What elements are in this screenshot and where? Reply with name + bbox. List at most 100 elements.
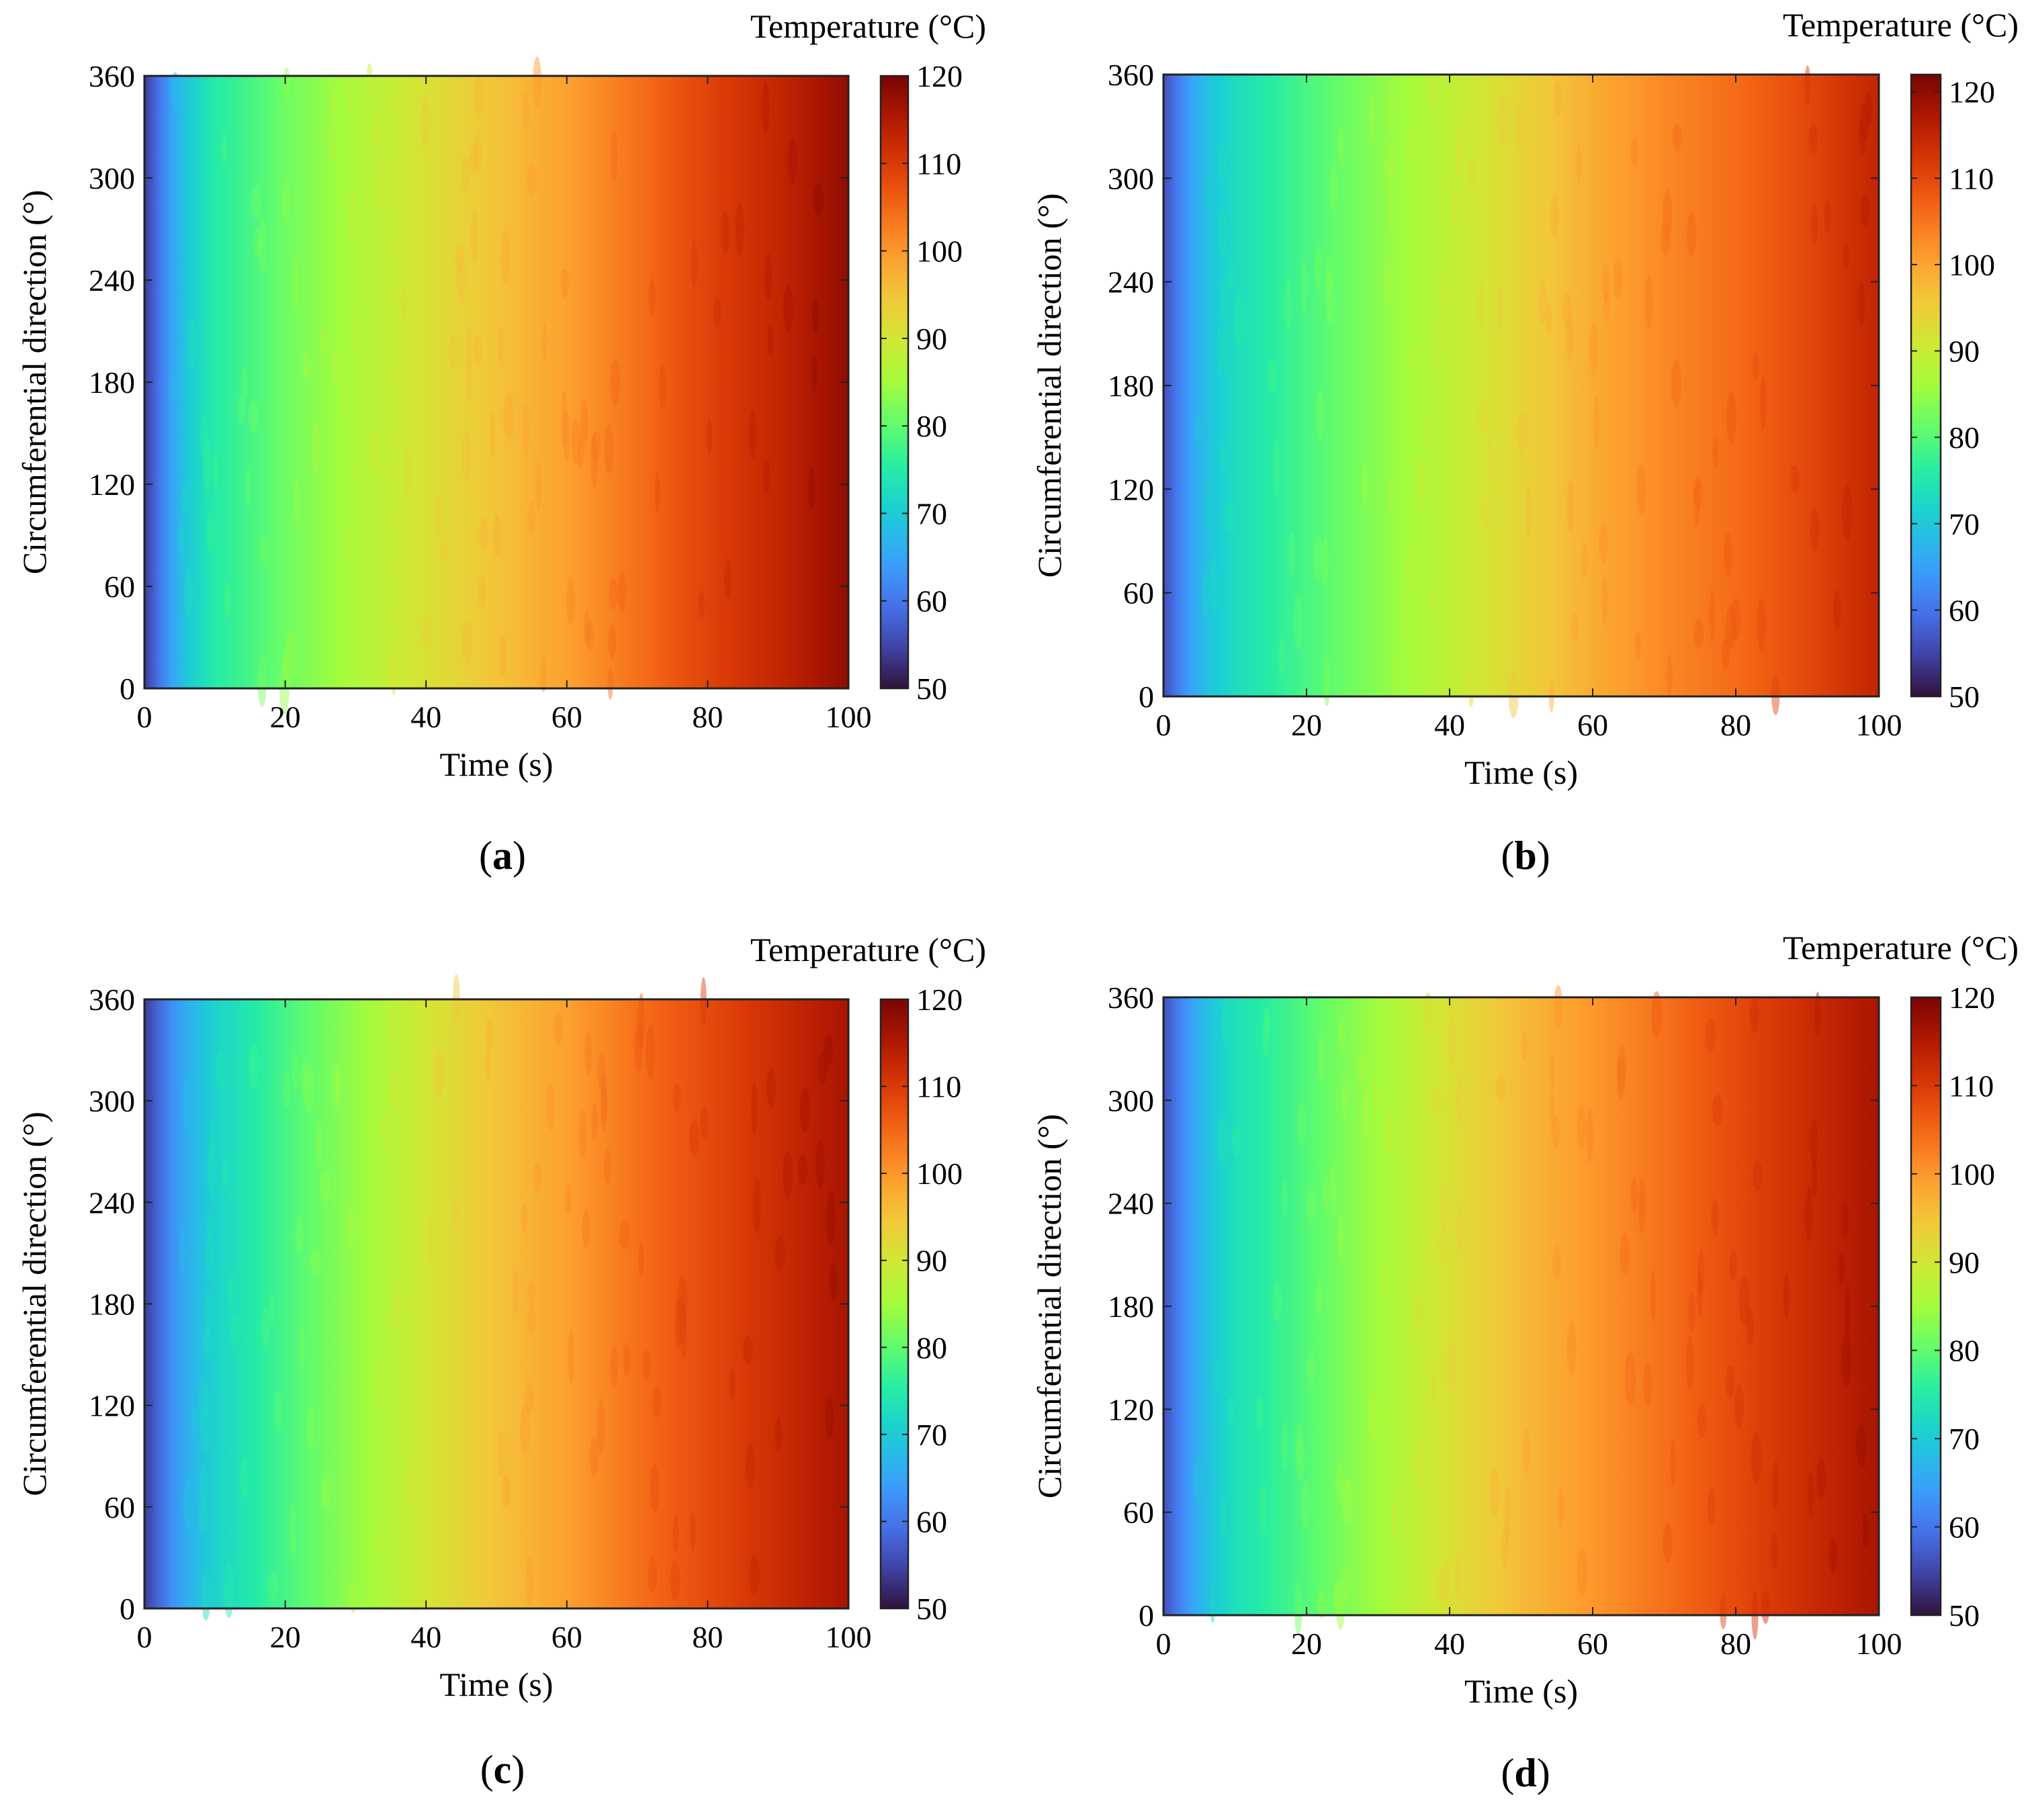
- y-tick-label: 360: [89, 59, 135, 93]
- contour-streak: [1391, 658, 1399, 687]
- contour-streak: [200, 1405, 210, 1454]
- contour-streak: [1297, 1101, 1306, 1147]
- contour-streak: [1232, 1124, 1241, 1156]
- contour-streak: [1720, 1592, 1727, 1630]
- y-tick-label: 180: [89, 365, 135, 400]
- contour-streak: [706, 419, 713, 453]
- contour-streak: [224, 582, 230, 619]
- contour-streak: [1670, 1439, 1676, 1487]
- contour-streak: [181, 484, 190, 513]
- contour-streak: [1808, 124, 1818, 154]
- contour-streak: [187, 319, 197, 367]
- contour-streak: [1586, 1108, 1593, 1163]
- contour-streak: [1601, 263, 1610, 302]
- contour-streak: [257, 217, 267, 273]
- contour-streak: [1812, 1158, 1818, 1197]
- contour-streak: [198, 1380, 206, 1431]
- contour-streak: [1456, 1206, 1464, 1254]
- contour-streak: [513, 1271, 519, 1314]
- contour-streak: [541, 322, 548, 361]
- contour-streak: [813, 182, 824, 216]
- contour-streak: [568, 1329, 575, 1385]
- contour-streak: [169, 376, 177, 404]
- panel-label-letter: d: [1514, 1751, 1536, 1795]
- contour-streak: [1224, 500, 1235, 534]
- contour-streak: [1855, 1422, 1867, 1467]
- panel-label: (d): [1501, 1751, 1550, 1795]
- contour-streak: [1634, 631, 1641, 659]
- contour-streak: [257, 654, 267, 707]
- contour-streak: [637, 993, 645, 1048]
- contour-streak: [582, 1209, 590, 1248]
- contour-streak: [377, 1528, 384, 1557]
- contour-streak: [1218, 144, 1225, 183]
- contour-streak: [736, 201, 744, 256]
- contour-streak: [290, 1504, 297, 1555]
- y-axis-title: Circumferential direction (°): [15, 190, 53, 575]
- contour-streak: [1194, 416, 1202, 445]
- contour-streak: [240, 1456, 249, 1500]
- y-tick-label: 240: [1108, 1187, 1154, 1221]
- contour-streak: [578, 437, 584, 469]
- contour-streak: [691, 239, 698, 288]
- contour-streak: [586, 620, 594, 651]
- x-tick-label: 60: [551, 700, 582, 734]
- contour-streak: [1439, 270, 1448, 322]
- contour-streak: [1278, 637, 1286, 680]
- contour-streak: [1478, 398, 1488, 438]
- contour-streak: [1221, 997, 1230, 1048]
- contour-streak: [320, 1170, 330, 1203]
- contour-streak: [333, 1063, 342, 1105]
- contour-streak: [178, 520, 185, 557]
- contour-streak: [1440, 1560, 1452, 1602]
- contour-streak: [1219, 279, 1229, 322]
- contour-streak: [775, 1417, 783, 1452]
- contour-streak: [1259, 1483, 1267, 1535]
- contour-streak: [390, 647, 397, 696]
- contour-streak: [659, 364, 666, 410]
- contour-streak: [1372, 1074, 1380, 1115]
- contour-streak: [1526, 483, 1532, 538]
- contour-streak: [1663, 1522, 1673, 1563]
- contour-streak: [474, 76, 484, 116]
- contour-streak: [1423, 992, 1433, 1034]
- contour-streak: [752, 1178, 762, 1233]
- contour-streak: [346, 1210, 355, 1244]
- contour-streak: [330, 352, 339, 385]
- contour-streak: [590, 434, 598, 489]
- contour-streak: [566, 576, 576, 625]
- y-tick-label: 240: [1108, 265, 1154, 300]
- contour-streak: [204, 1291, 212, 1337]
- contour-streak: [1343, 1565, 1351, 1602]
- contour-streak: [829, 1262, 838, 1301]
- contour-streak: [654, 471, 660, 514]
- contour-streak: [339, 377, 345, 419]
- contour-streak: [348, 83, 354, 122]
- contour-streak: [1369, 93, 1375, 140]
- contour-streak: [249, 1043, 260, 1089]
- contour-streak: [1857, 281, 1865, 327]
- contour-streak: [1324, 260, 1335, 293]
- contour-streak: [1864, 92, 1873, 125]
- contour-streak: [1337, 126, 1345, 166]
- contour-streak: [1828, 1538, 1837, 1574]
- contour-streak: [470, 208, 478, 263]
- contour-streak: [207, 1142, 216, 1198]
- colorbar-tick-label: 110: [1949, 1068, 1994, 1103]
- contour-streak: [485, 1050, 491, 1081]
- contour-streak: [273, 1390, 283, 1432]
- contour-streak: [472, 334, 483, 365]
- contour-streak: [245, 467, 251, 507]
- heatmap-field: [1163, 75, 1879, 696]
- contour-streak: [1710, 590, 1716, 641]
- contour-streak: [1554, 985, 1562, 1029]
- contour-streak: [1255, 1396, 1264, 1430]
- contour-streak: [1508, 672, 1519, 719]
- contour-streak: [1729, 1250, 1737, 1281]
- contour-streak: [1566, 1321, 1577, 1375]
- contour-streak: [191, 1405, 198, 1437]
- panel-label-letter: c: [494, 1747, 512, 1792]
- contour-streak: [1837, 1253, 1845, 1285]
- contour-streak: [423, 616, 431, 650]
- contour-streak: [202, 1384, 210, 1417]
